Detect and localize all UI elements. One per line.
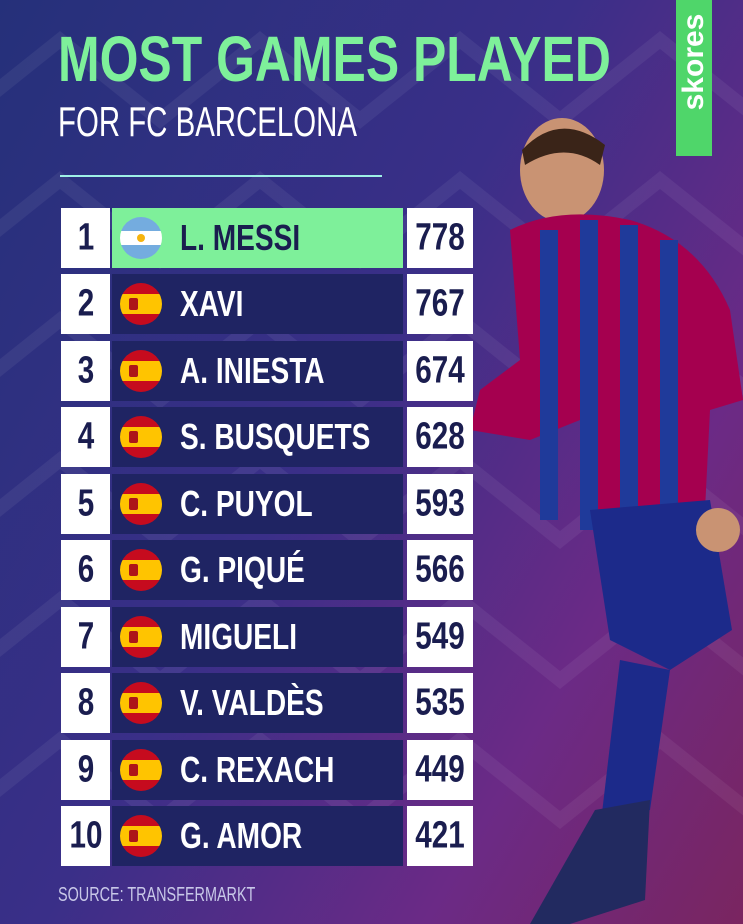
rank: 7 [77,615,94,658]
flag [120,217,162,259]
flag [120,283,162,325]
games: 449 [415,748,465,791]
games: 778 [415,216,465,259]
player-name: C. REXACH [180,749,335,790]
games: 549 [415,615,465,658]
games: 593 [415,482,465,525]
games: 421 [415,814,465,857]
flag [120,682,162,724]
rank: 8 [77,681,94,724]
player-name: G. PIQUÉ [180,549,305,590]
table-row: 4 S. BUSQUETS 628 [61,407,473,467]
table-row: 9 C. REXACH 449 [61,740,473,800]
table-row: 3 A. INIESTA 674 [61,341,473,401]
games: 767 [415,282,465,325]
table-row: 10 G. AMOR 421 [61,806,473,866]
table-row: 5 C. PUYOL 593 [61,474,473,534]
flag [120,815,162,857]
rank: 1 [77,216,94,259]
flag [120,350,162,392]
games: 535 [415,681,465,724]
player-name: C. PUYOL [180,483,313,524]
flag [120,616,162,658]
flag [120,549,162,591]
table-row: 2 XAVI 767 [61,274,473,334]
games: 674 [415,349,465,392]
player-name: S. BUSQUETS [180,416,371,457]
flag [120,416,162,458]
player-name: MIGUELI [180,616,297,657]
rank: 10 [69,814,102,857]
source-note: SOURCE: TRANSFERMARKT [58,884,256,906]
table-row: 8 V. VALDÈS 535 [61,673,473,733]
brand-name: skores [677,13,710,111]
rank: 9 [77,748,94,791]
subtitle: FOR FC BARCELONA [58,98,357,145]
player-name: A. INIESTA [180,350,325,391]
rank: 3 [77,349,94,392]
rank: 4 [77,415,94,458]
player-name: XAVI [180,283,244,324]
flag [120,483,162,525]
player-name: V. VALDÈS [180,682,324,723]
brand-logo: skores [676,0,712,156]
player-photo [470,118,743,924]
games: 628 [415,415,465,458]
table-row: 1 L. MESSI 778 [61,208,473,268]
games: 566 [415,548,465,591]
player-name: L. MESSI [180,217,301,258]
rank: 6 [77,548,94,591]
table-row: 7 MIGUELI 549 [61,607,473,667]
title: MOST GAMES PLAYED [58,23,611,95]
rank: 2 [77,282,94,325]
player-name: G. AMOR [180,815,303,856]
flag [120,749,162,791]
rank: 5 [77,482,94,525]
table-row: 6 G. PIQUÉ 566 [61,540,473,600]
divider [60,175,382,177]
